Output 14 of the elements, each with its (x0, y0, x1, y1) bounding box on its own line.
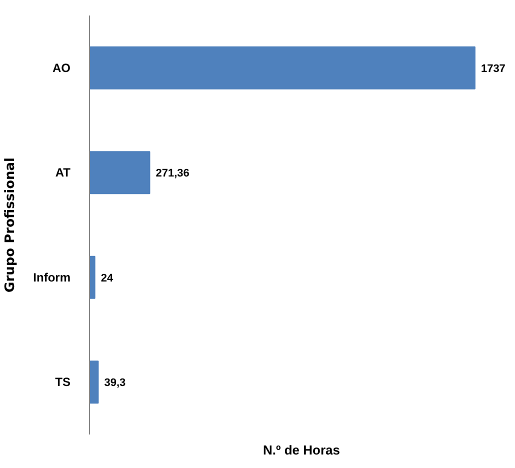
data-label: 39,3 (104, 377, 126, 390)
y-tick-label: AO (52, 60, 70, 75)
bar (90, 46, 476, 90)
bar (90, 151, 150, 194)
y-axis-title: Grupo Profissional (3, 158, 18, 292)
x-axis-title: N.º de Horas (263, 442, 340, 458)
y-tick-label: AT (55, 166, 72, 180)
y-tick-label: Inform (33, 270, 71, 284)
y-tick-label: TS (55, 375, 71, 390)
bar (90, 256, 96, 299)
bar (90, 360, 99, 404)
data-label: 24 (100, 272, 114, 284)
data-label: 271,36 (156, 168, 190, 180)
data-label: 1737 (480, 62, 506, 75)
